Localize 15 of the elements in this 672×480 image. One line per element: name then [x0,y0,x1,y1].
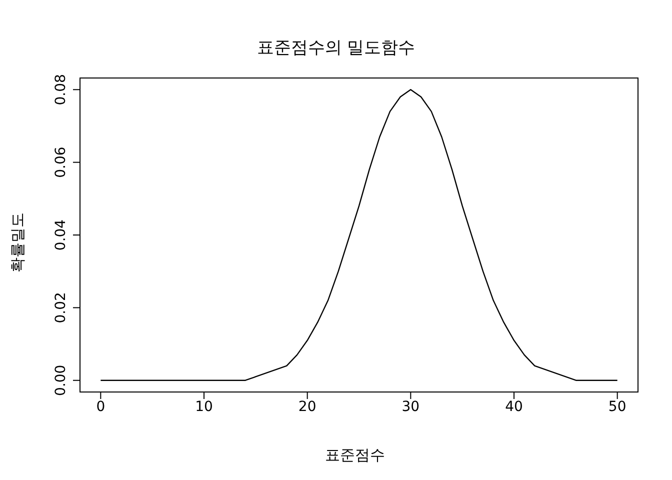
y-tick-label: 0.02 [53,292,69,324]
y-axis-title: 확률밀도 [8,212,28,274]
x-tick-label: 0 [96,398,106,415]
x-tick-label: 20 [298,398,316,415]
x-axis-title: 표준점수 [324,446,386,465]
line-series [100,89,618,381]
y-tick-label: 0.00 [53,364,69,396]
x-tick-label: 30 [402,398,420,415]
y-tick-label: 0.04 [53,219,69,251]
x-tick-label: 40 [505,398,523,415]
chart-title: 표준점수의 밀도함수 [256,37,416,59]
y-tick-label: 0.08 [53,74,69,106]
x-tick-label: 10 [195,398,213,415]
y-tick-label: 0.06 [53,146,69,178]
x-tick-label: 50 [608,398,626,415]
